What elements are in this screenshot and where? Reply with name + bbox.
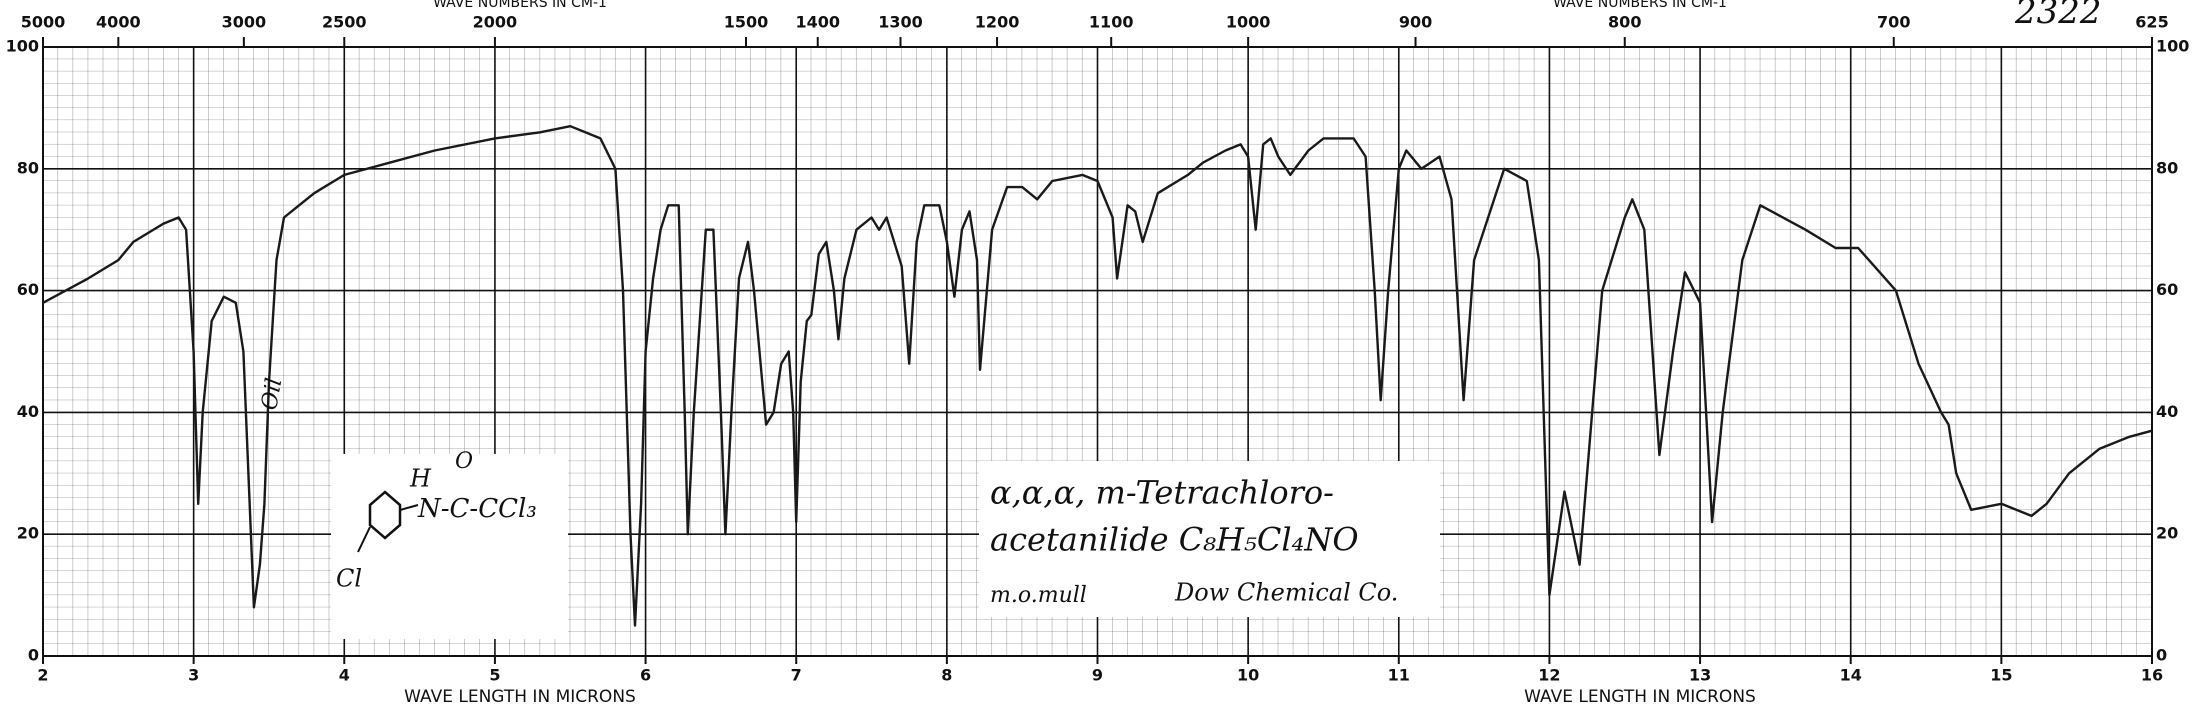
x-tick-label: 8: [941, 666, 952, 685]
y2-tick-label: 0: [2156, 646, 2167, 665]
y-tick-label: 0: [28, 646, 39, 665]
y2-tick-label: 40: [2156, 402, 2178, 421]
x2-tick-label: 1200: [975, 13, 1020, 32]
x2-axis-label: WAVE NUMBERS IN CM-1: [433, 0, 607, 11]
structure-box: [331, 454, 568, 639]
spectrum-line: [42, 125, 2153, 627]
benzene-ring: [368, 490, 402, 540]
bond: [399, 504, 419, 511]
x-tick-label: 13: [1689, 666, 1711, 685]
x-tick-label: 14: [1840, 666, 1862, 685]
x-tick-label: 2: [37, 666, 48, 685]
x2-tick-label: 900: [1399, 13, 1432, 32]
y2-tick-label: 60: [2156, 280, 2178, 299]
x2-tick-label: 4000: [96, 13, 141, 32]
x2-tick-label: 2000: [473, 13, 518, 32]
structure-h: H: [409, 465, 432, 493]
y-tick-label: 60: [17, 280, 39, 299]
x-axis-label: WAVE LENGTH IN MICRONS: [404, 687, 636, 707]
label-box: [979, 461, 1440, 617]
structure-cl: Cl: [336, 565, 362, 593]
x2-tick-label: 1000: [1226, 13, 1271, 32]
x2-tick-label: 1500: [724, 13, 769, 32]
y2-tick-label: 100: [2156, 37, 2189, 56]
x-tick-label: 10: [1237, 666, 1259, 685]
x-tick-label: 12: [1538, 666, 1560, 685]
x-tick-label: 9: [1092, 666, 1103, 685]
x2-tick-label: 1100: [1089, 13, 1134, 32]
chart-id: 2322: [2014, 0, 2102, 32]
bond: [357, 526, 371, 553]
compound-formula: acetanilide C₈H₅Cl₄NO: [990, 521, 1359, 559]
y-tick-label: 20: [17, 524, 39, 543]
source: Dow Chemical Co.: [1174, 579, 1398, 607]
oil-note: Oil: [257, 376, 287, 412]
x-axis-label: WAVE LENGTH IN MICRONS: [1524, 687, 1756, 707]
sample-prep: m.o.mull: [990, 583, 1087, 608]
x-tick-label: 7: [791, 666, 802, 685]
structure-chain: N-C-CCl₃: [417, 494, 537, 524]
structure-o: O: [455, 449, 473, 474]
x-tick-label: 11: [1388, 666, 1410, 685]
x-tick-label: 3: [188, 666, 199, 685]
x-tick-label: 16: [2141, 666, 2163, 685]
y-tick-label: 40: [17, 402, 39, 421]
y-tick-label: 80: [17, 158, 39, 177]
x2-tick-label: 625: [2135, 13, 2168, 32]
y2-tick-label: 20: [2156, 524, 2178, 543]
x2-tick-label: 2500: [322, 13, 367, 32]
x-tick-label: 5: [489, 666, 500, 685]
y2-tick-label: 80: [2156, 158, 2178, 177]
y-tick-label: 100: [6, 37, 39, 56]
x-tick-label: 4: [339, 666, 350, 685]
x2-tick-label: 700: [1877, 13, 1910, 32]
compound-name: α,α,α, m-Tetrachloro-: [990, 474, 1334, 512]
x2-tick-label: 1400: [795, 13, 840, 32]
x2-tick-label: 1300: [878, 13, 923, 32]
x2-tick-label: 3000: [222, 13, 267, 32]
x-tick-label: 6: [640, 666, 651, 685]
x-tick-label: 15: [1990, 666, 2012, 685]
x2-tick-label: 5000: [21, 13, 66, 32]
x2-tick-label: 800: [1608, 13, 1641, 32]
x2-axis-label: WAVE NUMBERS IN CM-1: [1553, 0, 1727, 11]
